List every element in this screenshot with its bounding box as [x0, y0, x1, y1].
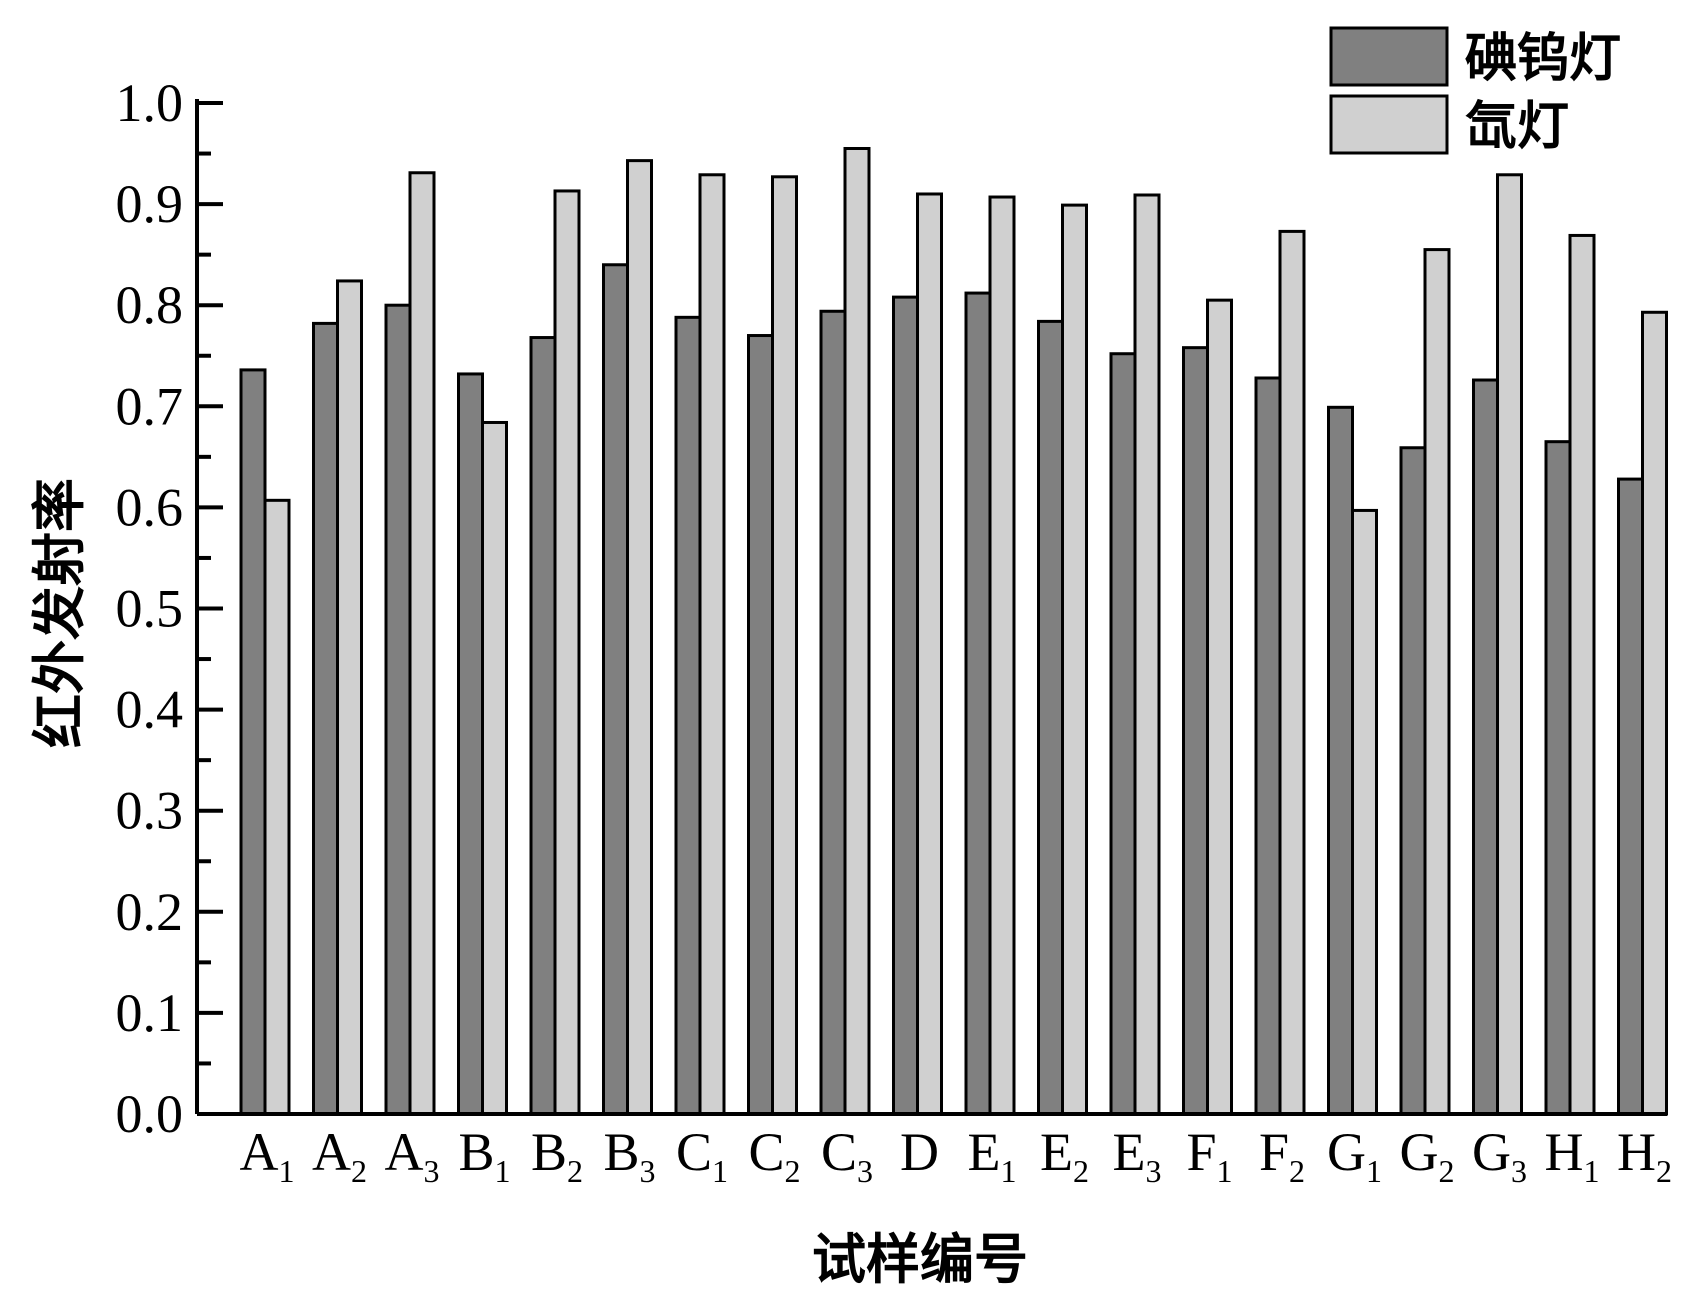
bar-iodine-tungsten-A1 [239, 368, 267, 1116]
y-tick-label: 0.5 [116, 579, 184, 639]
bar-iodine-tungsten-B1 [457, 372, 484, 1116]
x-tick-label: C3 [821, 1122, 873, 1189]
x-tick-label: C2 [748, 1122, 800, 1189]
bar-xenon-G1 [1351, 508, 1378, 1116]
bar-xenon-C1 [698, 173, 726, 1116]
x-tick-label: B1 [458, 1122, 510, 1189]
bar-iodine-tungsten-H2 [1617, 477, 1644, 1116]
y-tick-label: 0.0 [116, 1084, 184, 1144]
x-tick-label: C1 [676, 1122, 728, 1189]
x-tick-label: E3 [1113, 1122, 1162, 1189]
x-tick-label: B2 [531, 1122, 583, 1189]
bar-iodine-tungsten-D [892, 295, 919, 1116]
bar-iodine-tungsten-C1 [674, 315, 702, 1116]
bar-xenon-H1 [1568, 233, 1596, 1116]
x-tick-label: H2 [1617, 1122, 1672, 1189]
x-tick-label: D [900, 1122, 939, 1182]
bar-xenon-G2 [1423, 248, 1451, 1116]
legend-swatch-xenon [1329, 94, 1449, 155]
bar-xenon-C3 [843, 146, 871, 1116]
bar-xenon-A3 [408, 171, 436, 1116]
y-tick-label: 0.9 [116, 174, 184, 234]
bar-xenon-B2 [553, 189, 581, 1116]
bar-iodine-tungsten-F2 [1254, 376, 1282, 1116]
bar-iodine-tungsten-E1 [964, 291, 992, 1116]
y-tick-label: 0.1 [116, 983, 184, 1043]
bar-xenon-G3 [1496, 173, 1523, 1116]
x-labels-layer: A1 A2 A3 B1 B2 B3 C1 C2 C3 D E1 E2 E3 F1 F2 G1 G2 G3 H1 H2 [240, 1122, 1673, 1189]
bar-xenon-D [916, 192, 943, 1116]
bar-iodine-tungsten-A3 [384, 303, 412, 1116]
y-tick-label: 0.8 [116, 275, 184, 335]
y-tick-label: 0.7 [116, 376, 184, 436]
bar-xenon-F2 [1278, 229, 1306, 1116]
bar-xenon-E3 [1133, 193, 1161, 1116]
x-axis-title: 试样编号 [812, 1228, 1028, 1291]
bar-iodine-tungsten-B3 [602, 263, 629, 1116]
bar-xenon-F1 [1206, 298, 1233, 1116]
y-tick-label: 1.0 [116, 73, 184, 133]
y-tick-label: 0.2 [116, 882, 184, 942]
bar-iodine-tungsten-H1 [1544, 440, 1572, 1116]
x-tick-label: B3 [603, 1122, 655, 1189]
x-tick-label: G3 [1472, 1122, 1527, 1189]
x-tick-label: G2 [1400, 1122, 1455, 1189]
bar-xenon-B1 [481, 420, 508, 1116]
bar-xenon-H2 [1641, 310, 1668, 1116]
x-tick-label: G1 [1327, 1122, 1382, 1189]
bar-iodine-tungsten-G1 [1327, 405, 1354, 1116]
bar-xenon-C2 [771, 175, 798, 1116]
bar-xenon-A2 [336, 279, 363, 1116]
bar-xenon-A1 [263, 498, 291, 1116]
bar-iodine-tungsten-C2 [747, 334, 774, 1116]
y-ticks-layer: 0.0 0.1 0.2 0.3 0.4 0.5 0.6 0.7 0.8 0.9 1.0 [116, 73, 223, 1144]
x-tick-label: A2 [312, 1122, 367, 1189]
y-tick-label: 0.4 [116, 680, 184, 740]
x-tick-label: F2 [1259, 1122, 1305, 1189]
bar-xenon-E2 [1061, 203, 1088, 1116]
x-tick-label: H1 [1545, 1122, 1600, 1189]
bar-iodine-tungsten-E2 [1037, 319, 1064, 1116]
bars-layer [239, 146, 1668, 1116]
legend-label-iodine-tungsten: 碘钨灯 [1465, 29, 1621, 89]
bar-xenon-B3 [626, 159, 653, 1116]
x-tick-label: F1 [1186, 1122, 1232, 1189]
x-tick-label: E2 [1040, 1122, 1089, 1189]
legend-swatch-iodine-tungsten [1329, 26, 1449, 87]
bar-iodine-tungsten-C3 [819, 309, 847, 1116]
bar-iodine-tungsten-E3 [1109, 352, 1137, 1116]
y-tick-label: 0.6 [116, 477, 184, 537]
bar-iodine-tungsten-G2 [1399, 446, 1427, 1116]
bar-iodine-tungsten-G3 [1472, 378, 1499, 1116]
y-tick-label: 0.3 [116, 781, 184, 841]
legend-label-xenon: 氙灯 [1465, 97, 1569, 157]
x-tick-label: A1 [240, 1122, 295, 1189]
bar-xenon-E1 [988, 195, 1016, 1116]
x-tick-label: E1 [968, 1122, 1017, 1189]
y-axis-title: 红外发射率 [28, 478, 91, 748]
bar-iodine-tungsten-B2 [529, 336, 557, 1116]
bar-iodine-tungsten-A2 [312, 321, 339, 1116]
x-tick-label: A3 [385, 1122, 440, 1189]
bar-iodine-tungsten-F1 [1182, 346, 1209, 1116]
